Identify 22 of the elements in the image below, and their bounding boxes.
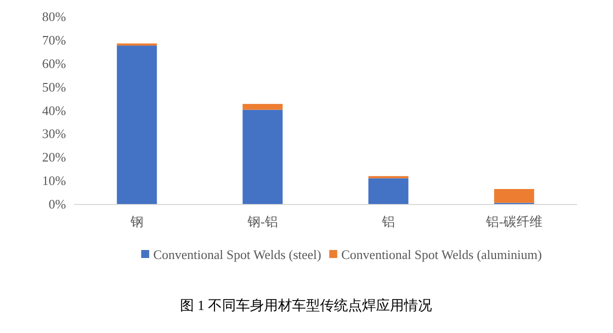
x-tick-label: 钢-铝: [246, 214, 278, 229]
y-tick-label: 10%: [42, 173, 66, 188]
y-tick-label: 40%: [42, 102, 66, 118]
legend-label: Conventional Spot Welds (aluminium): [341, 247, 542, 262]
bar: [116, 43, 157, 46]
bar: [116, 46, 157, 204]
text: 图 1 不同车身用材车型传统点焊应用情况: [180, 298, 432, 314]
bar: [494, 189, 534, 203]
y-tick-label: 30%: [42, 126, 66, 142]
x-tick-label: 铝: [380, 214, 395, 229]
legend-label: Conventional Spot Welds (steel): [153, 247, 322, 262]
y-tick-label: 20%: [42, 150, 66, 165]
y-tick-label: 50%: [42, 79, 66, 94]
y-tick-label: 80%: [42, 9, 66, 24]
y-tick-label: 60%: [42, 56, 66, 71]
y-tick-label: 0%: [48, 196, 66, 212]
x-tick-label: 钢: [129, 214, 144, 229]
bar: [368, 178, 408, 204]
x-tick-label: 铝-碳纤维: [484, 214, 542, 229]
bar: [242, 104, 283, 110]
bar: [242, 110, 283, 204]
y-tick-label: 70%: [42, 32, 66, 48]
